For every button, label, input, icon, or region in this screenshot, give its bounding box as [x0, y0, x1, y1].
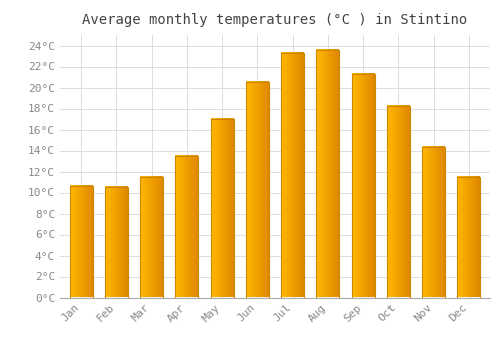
Bar [281, 53, 304, 298]
Bar [458, 177, 480, 298]
Bar [352, 74, 374, 298]
Bar [176, 156, 199, 298]
Bar [140, 177, 163, 298]
Bar [105, 187, 128, 298]
Bar [210, 119, 234, 298]
Bar [246, 82, 269, 298]
Bar [70, 186, 92, 298]
Bar [316, 50, 340, 298]
Bar [387, 106, 410, 298]
Title: Average monthly temperatures (°C ) in Stintino: Average monthly temperatures (°C ) in St… [82, 13, 468, 27]
Bar [422, 147, 445, 298]
